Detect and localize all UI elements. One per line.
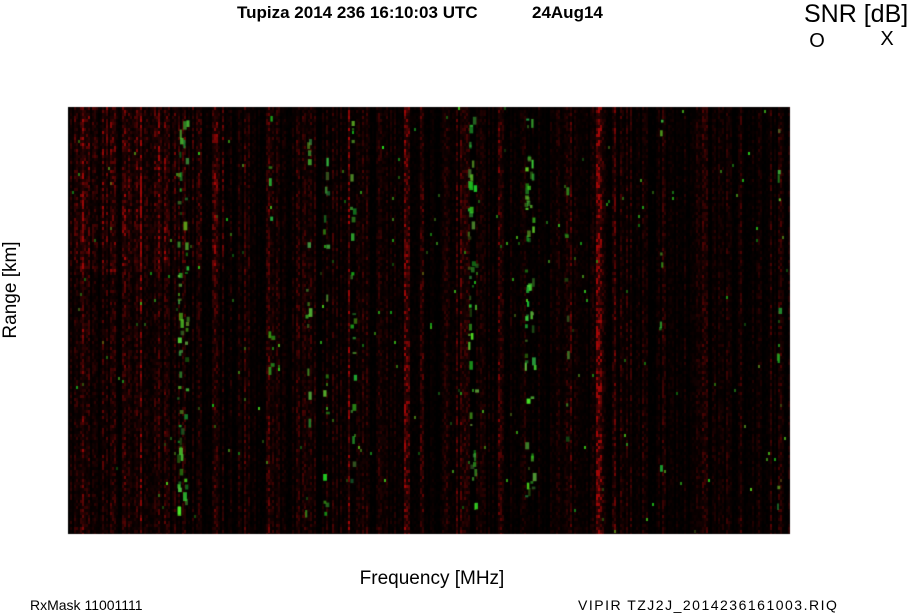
snr-legend-title: SNR [dB] [804,0,909,28]
plot-date: 24Aug14 [532,3,603,22]
x-axis-title: Frequency [MHz] [359,568,505,589]
file-name-text: VIPIR TZJ2J_2014236161003.RIQ [578,597,839,613]
plot-title: Tupiza 2014 236 16:10:03 UTC [237,3,478,22]
rx-mask-text: RxMask 11001111 [30,597,143,613]
y-axis-title: Range [km] [0,241,21,339]
colorbar-o-label: O [809,30,825,52]
colorbar-x-label: X [880,28,894,50]
